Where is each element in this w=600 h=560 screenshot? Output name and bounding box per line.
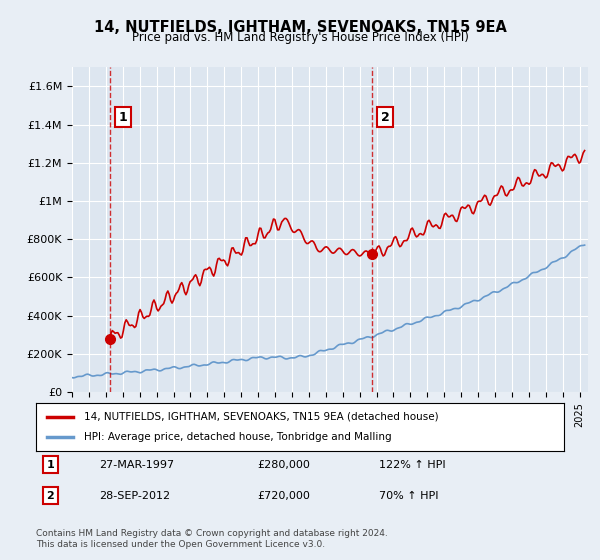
Text: 2: 2 [47,491,55,501]
Text: 1: 1 [47,460,55,470]
Text: 28-SEP-2012: 28-SEP-2012 [100,491,170,501]
Text: 27-MAR-1997: 27-MAR-1997 [100,460,175,470]
Text: £720,000: £720,000 [258,491,311,501]
Text: 14, NUTFIELDS, IGHTHAM, SEVENOAKS, TN15 9EA: 14, NUTFIELDS, IGHTHAM, SEVENOAKS, TN15 … [94,20,506,35]
Text: 70% ↑ HPI: 70% ↑ HPI [379,491,439,501]
Text: Contains HM Land Registry data © Crown copyright and database right 2024.
This d: Contains HM Land Registry data © Crown c… [36,529,388,549]
Text: 2: 2 [381,111,389,124]
Text: 14, NUTFIELDS, IGHTHAM, SEVENOAKS, TN15 9EA (detached house): 14, NUTFIELDS, IGHTHAM, SEVENOAKS, TN15 … [83,412,438,422]
Text: £280,000: £280,000 [258,460,311,470]
Text: HPI: Average price, detached house, Tonbridge and Malling: HPI: Average price, detached house, Tonb… [83,432,391,442]
Text: Price paid vs. HM Land Registry's House Price Index (HPI): Price paid vs. HM Land Registry's House … [131,31,469,44]
Text: 1: 1 [118,111,127,124]
Text: 122% ↑ HPI: 122% ↑ HPI [379,460,446,470]
